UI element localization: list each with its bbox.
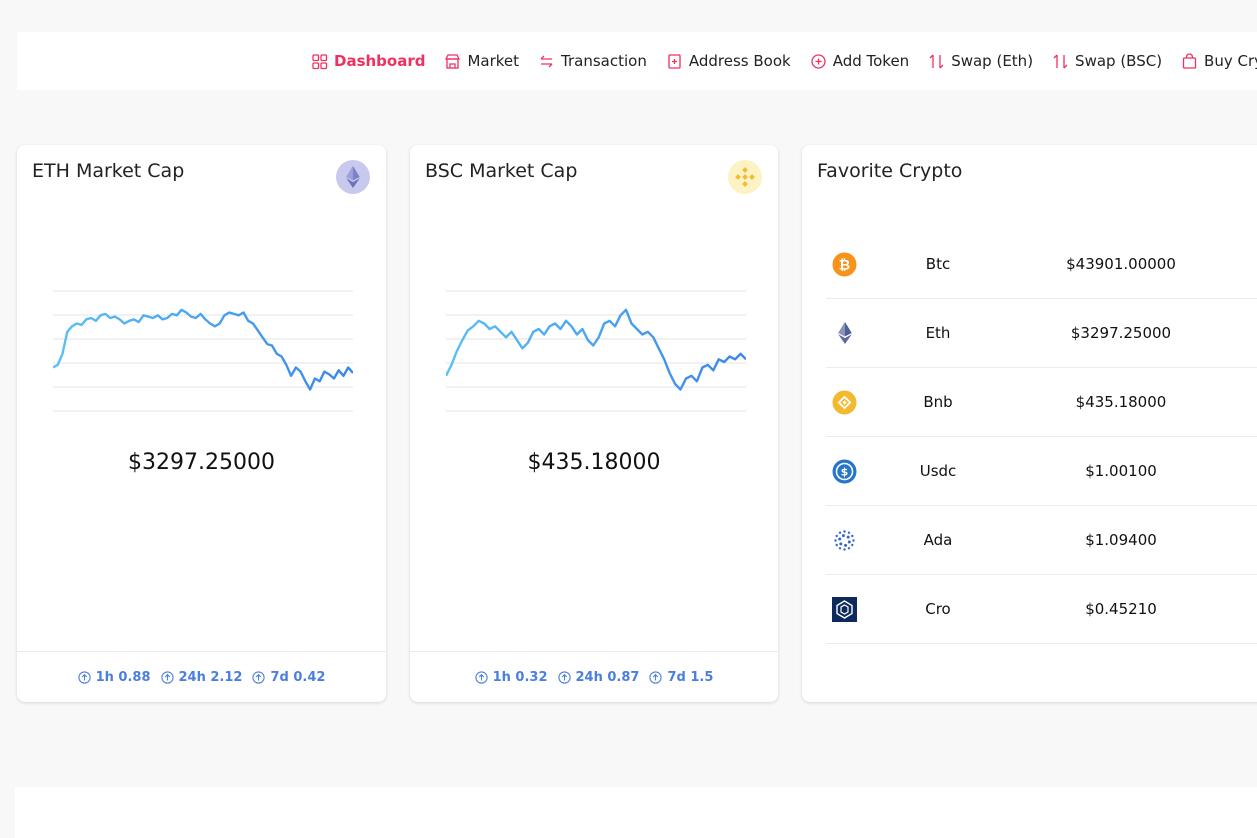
svg-text:$: $: [841, 465, 849, 478]
arrow-up-circle-icon: [557, 670, 571, 684]
coin-price: $3297.25000: [1070, 324, 1172, 342]
top-navigation: Dashboard Market Transaction Address Book Ad…: [17, 32, 1257, 90]
nav-item-label: Dashboard: [334, 52, 426, 70]
bsc-sparkline-chart: [446, 290, 746, 412]
plus-circle-icon: [810, 53, 827, 70]
price-change-badge: 1h 0.32: [474, 669, 548, 685]
price-change-badge: 7d 1.5: [649, 670, 713, 685]
nav-item-swap-eth[interactable]: Swap (Eth): [928, 52, 1033, 70]
binance-icon: [832, 390, 857, 415]
coin-price: $43901.00000: [1066, 255, 1176, 273]
bsc-price: $435.18000: [527, 450, 661, 475]
nav-item-label: Market: [467, 52, 520, 70]
favorite-crypto-row[interactable]: Cro $0.45210: [826, 575, 1257, 644]
shopping-bag-icon: [1181, 52, 1198, 70]
favorite-crypto-row[interactable]: Ada $1.09400: [826, 506, 1257, 575]
swap-horizontal-icon: [538, 53, 555, 70]
usdc-icon: $: [832, 459, 857, 484]
ethereum-icon: [336, 160, 370, 194]
series-line: [446, 308, 746, 391]
nav-item-add-token[interactable]: Add Token: [810, 52, 910, 70]
nav-item-transaction[interactable]: Transaction: [538, 52, 647, 70]
eth-price: $3297.25000: [128, 450, 275, 475]
nav-item-label: Swap (Eth): [951, 52, 1034, 70]
nav-item-label: Swap (BSC): [1075, 52, 1163, 70]
coin-price: $1.09400: [1085, 531, 1157, 549]
arrow-up-circle-icon: [649, 670, 663, 684]
coin-price: $0.45210: [1085, 600, 1157, 618]
bottom-panel: [15, 787, 1257, 838]
price-change-label: 1h 0.32: [492, 669, 548, 685]
price-change-label: 24h 2.12: [178, 669, 243, 685]
coin-name: Btc: [925, 255, 951, 273]
coin-name: Bnb: [923, 393, 953, 411]
price-change-label: 7d 1.5: [667, 669, 714, 685]
arrow-up-circle-icon: [160, 670, 174, 684]
binance-icon: [728, 160, 762, 194]
bsc-market-cap-card: BSC Market Cap $435.18000 1h 0.32 24h 0.8…: [410, 145, 778, 702]
nav-menu: Dashboard Market Transaction Address Book Ad…: [311, 32, 1257, 90]
swap-vertical-icon: [928, 53, 945, 70]
arrow-up-circle-icon: [252, 670, 266, 684]
bsc-change-footer: 1h 0.32 24h 0.87 7d 1.5: [410, 651, 778, 702]
series-line: [53, 308, 353, 391]
store-icon: [444, 53, 461, 70]
address-book-icon: [666, 53, 683, 70]
cardano-icon: [832, 528, 857, 553]
bitcoin-icon: ₿: [832, 252, 857, 277]
price-change-label: 1h 0.88: [95, 669, 151, 685]
nav-item-label: Add Token: [832, 52, 910, 70]
ethereum-icon: [832, 321, 857, 346]
nav-item-dashboard[interactable]: Dashboard: [311, 52, 425, 70]
price-change-badge: 7d 0.42: [252, 670, 325, 685]
coin-price: $435.18000: [1075, 393, 1167, 411]
price-change-badge: 1h 0.88: [77, 669, 151, 685]
favorite-crypto-row[interactable]: Bnb $435.18000: [826, 368, 1257, 437]
coin-name: Ada: [923, 531, 953, 549]
favorite-crypto-row[interactable]: ₿ Btc $43901.00000: [826, 230, 1257, 299]
price-change-badge: 24h 2.12: [160, 669, 243, 685]
nav-item-swap-bsc[interactable]: Swap (BSC): [1052, 52, 1162, 70]
nav-item-label: Transaction: [561, 52, 647, 70]
arrow-up-circle-icon: [77, 670, 91, 684]
arrow-up-circle-icon: [474, 670, 488, 684]
nav-item-address-book[interactable]: Address Book: [666, 52, 791, 70]
swap-vertical-icon: [1052, 53, 1069, 70]
favorite-crypto-title: Favorite Crypto: [817, 160, 963, 182]
price-change-label: 24h 0.87: [575, 669, 640, 685]
eth-sparkline-chart: [53, 290, 353, 412]
nav-item-buy-cryp[interactable]: Buy Cryp: [1181, 52, 1257, 70]
eth-market-cap-card: ETH Market Cap $3297.25000 1h 0.88 24h 2.…: [17, 145, 386, 702]
coin-price: $1.00100: [1085, 462, 1157, 480]
bsc-card-title: BSC Market Cap: [425, 160, 578, 182]
eth-card-title: ETH Market Cap: [32, 160, 185, 182]
favorite-crypto-row[interactable]: Eth $3297.25000: [826, 299, 1257, 368]
cronos-icon: [832, 596, 857, 622]
favorite-crypto-list: ₿ Btc $43901.00000 Eth $3297.25000 Bnb $435.18…: [826, 230, 1257, 644]
nav-item-label: Address Book: [688, 52, 791, 70]
eth-change-footer: 1h 0.88 24h 2.12 7d 0.42: [17, 651, 386, 702]
nav-item-label: Buy Cryp: [1204, 52, 1257, 70]
svg-text:₿: ₿: [839, 257, 850, 273]
price-change-badge: 24h 0.87: [557, 669, 640, 685]
nav-item-market[interactable]: Market: [444, 52, 519, 70]
price-change-label: 7d 0.42: [270, 669, 326, 685]
coin-name: Usdc: [919, 462, 957, 480]
coin-name: Cro: [925, 600, 951, 618]
grid-icon: [311, 53, 328, 70]
coin-name: Eth: [925, 324, 951, 342]
favorite-crypto-row[interactable]: $ Usdc $1.00100: [826, 437, 1257, 506]
favorite-crypto-card: Favorite Crypto ₿ Btc $43901.00000 Eth $3297…: [802, 145, 1257, 702]
